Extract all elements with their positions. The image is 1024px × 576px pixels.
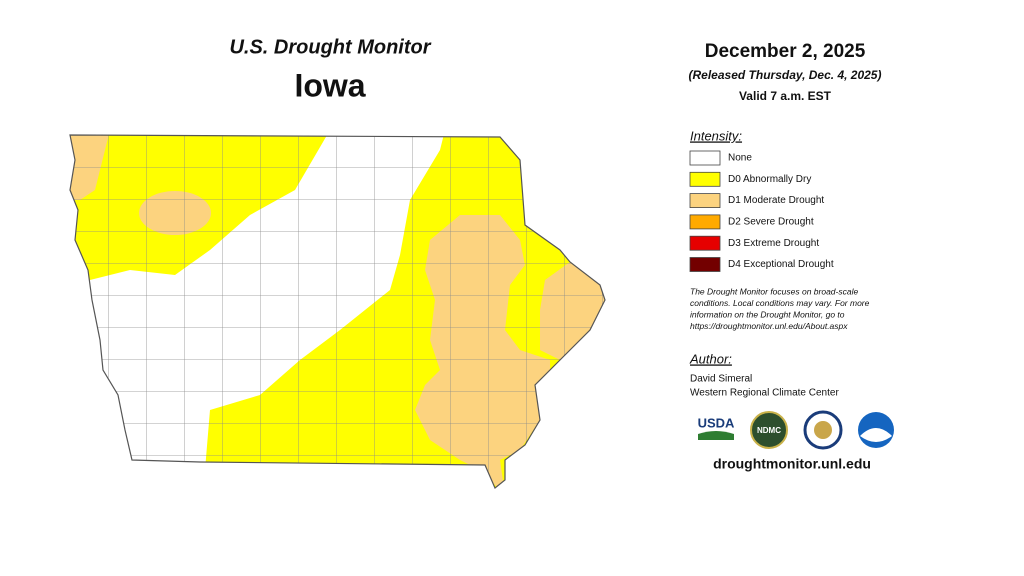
county-lines	[70, 135, 605, 488]
legend-swatch	[689, 171, 721, 187]
legend: None D0 Abnormally Dry D1 Moderate Drought…	[689, 150, 834, 272]
logo-ndmc: NDMC	[757, 426, 781, 435]
region-name: Iowa	[294, 67, 365, 103]
author-organization: Western Regional Climate Center	[690, 388, 839, 399]
legend-swatch	[689, 193, 721, 209]
note-line: The Drought Monitor focuses on broad-sca…	[690, 286, 858, 296]
author-title: Author:	[689, 351, 732, 366]
valid-time: Valid 7 a.m. EST	[739, 89, 832, 103]
legend-label: None	[728, 153, 752, 164]
title: U.S. Drought Monitor	[229, 36, 431, 58]
logos: USDA NDMC	[698, 410, 894, 450]
release-date: (Released Thursday, Dec. 4, 2025)	[689, 68, 882, 82]
map	[70, 135, 605, 488]
legend-label: D0 Abnormally Dry	[728, 174, 811, 185]
note-line: information on the Drought Monitor, go t…	[690, 309, 845, 319]
legend-label: D2 Severe Drought	[728, 217, 814, 228]
legend-swatch	[689, 235, 721, 251]
note-line: https://droughtmonitor.unl.edu/About.asp…	[690, 321, 848, 331]
logo-usda: USDA	[698, 415, 735, 430]
legend-swatch	[689, 150, 721, 166]
legend-label: D1 Moderate Drought	[728, 195, 824, 206]
legend-label: D3 Extreme Drought	[728, 238, 819, 249]
logo-shape	[698, 431, 734, 440]
author-name: David Simeral	[690, 374, 752, 385]
logo-shape	[750, 411, 788, 449]
logo-shape	[860, 428, 892, 442]
map-date: December 2, 2025	[705, 41, 866, 62]
legend-swatch	[689, 214, 721, 230]
note: The Drought Monitor focuses on broad-sca…	[690, 286, 870, 331]
legend-title: Intensity:	[690, 128, 742, 143]
logo-shape	[814, 421, 832, 439]
website: droughtmonitor.unl.edu	[713, 456, 871, 472]
state-outline	[69, 134, 606, 489]
note-line: conditions. Local conditions may vary. F…	[690, 298, 870, 308]
legend-label: D4 Exceptional Drought	[728, 259, 834, 270]
legend-swatch	[689, 257, 721, 272]
